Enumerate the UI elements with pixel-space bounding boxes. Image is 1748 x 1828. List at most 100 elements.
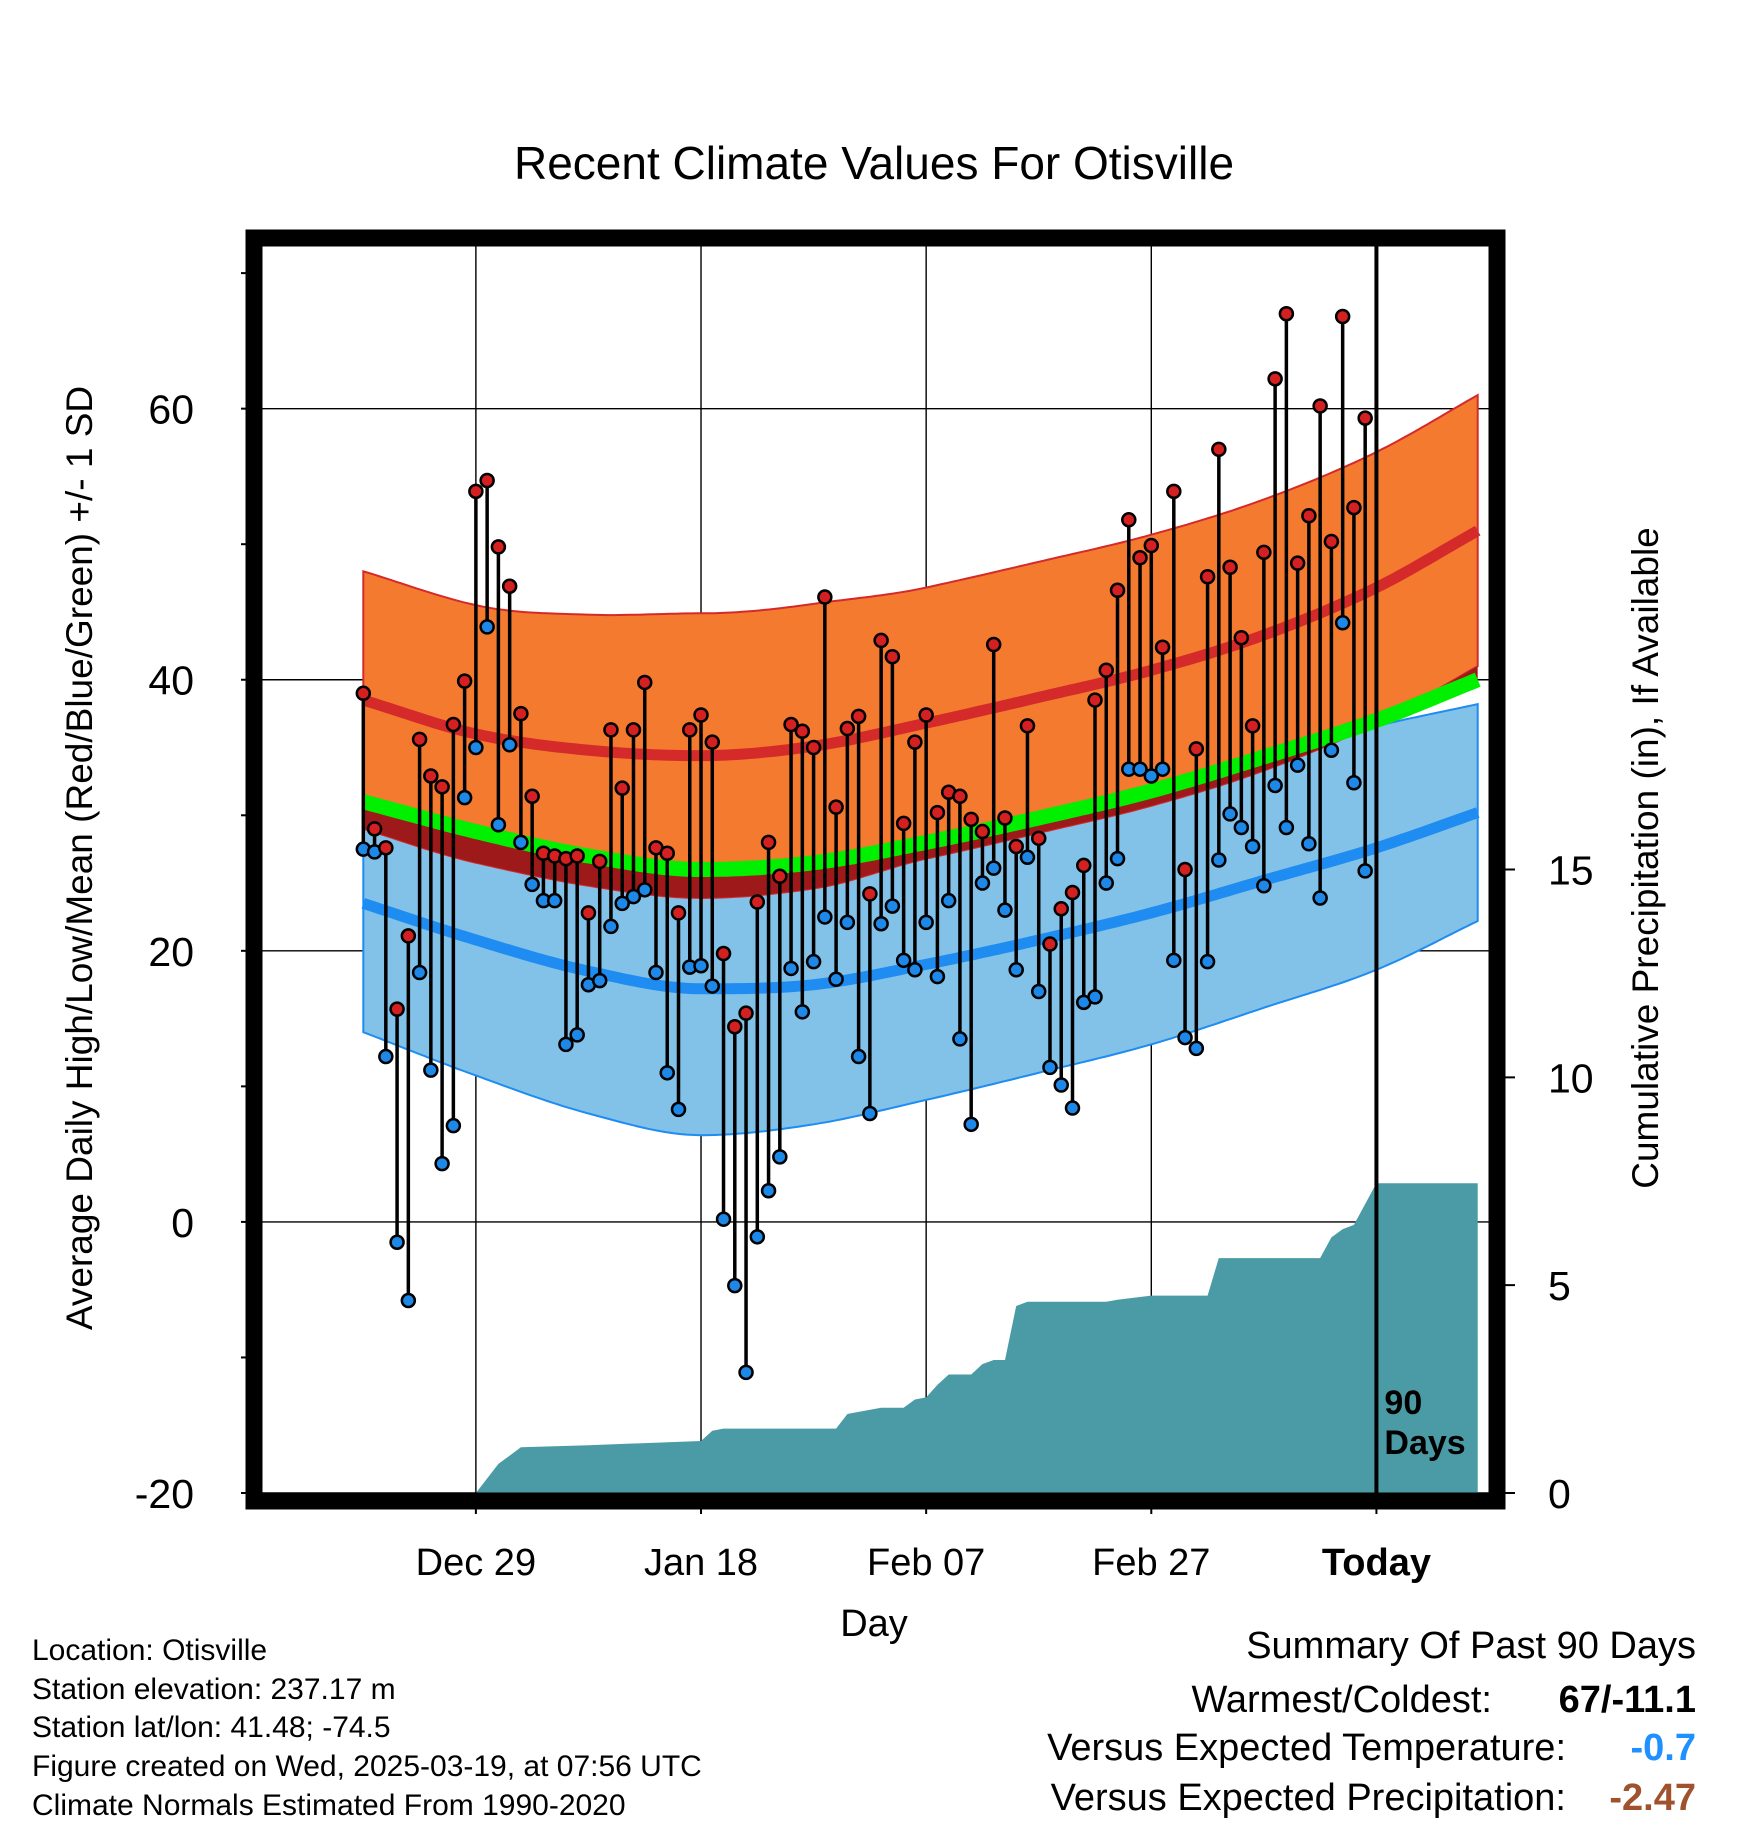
daily-high-point xyxy=(670,905,687,921)
daily-low-point xyxy=(434,1155,450,1172)
daily-high-point xyxy=(817,589,833,605)
daily-low-point xyxy=(1008,962,1024,978)
daily-low-point xyxy=(850,1048,867,1065)
daily-low-point xyxy=(862,1105,878,1122)
daily-high-point xyxy=(997,810,1013,826)
daily-low-point xyxy=(479,619,495,635)
daily-low-point xyxy=(952,1031,968,1047)
daily-low-point xyxy=(1064,1100,1081,1116)
daily-low-point xyxy=(828,971,844,988)
daily-high-point xyxy=(907,734,923,750)
daily-low-point xyxy=(558,1036,574,1053)
daily-low-point xyxy=(659,1065,675,1081)
daily-low-point xyxy=(603,918,619,935)
daily-low-point xyxy=(738,1364,754,1381)
daily-high-point xyxy=(569,848,585,864)
daily-high-point xyxy=(918,707,934,723)
daily-low-point xyxy=(1233,819,1250,836)
y2-axis-label: Cumulative Precipitation (in), If Availa… xyxy=(1625,527,1666,1189)
daily-high-point xyxy=(1166,483,1182,500)
daily-high-point xyxy=(625,722,642,738)
elevation-text: Station elevation: 237.17 m xyxy=(32,1673,396,1706)
daily-low-point xyxy=(1278,819,1295,836)
daily-low-point xyxy=(378,1048,394,1065)
daily-low-point xyxy=(1346,775,1362,791)
daily-low-point xyxy=(997,902,1013,918)
daily-low-point xyxy=(456,789,473,806)
daily-low-point xyxy=(614,895,630,912)
summary-heading: Summary Of Past 90 Days xyxy=(1246,1625,1696,1667)
daily-low-point xyxy=(400,1292,417,1309)
today-days-number: 90 xyxy=(1384,1384,1422,1422)
daily-high-point xyxy=(783,716,799,733)
daily-low-point xyxy=(1132,761,1148,777)
warmest-coldest-label: Warmest/Coldest: xyxy=(1191,1679,1492,1721)
mean-overlap-band xyxy=(363,666,1478,898)
daily-high-point xyxy=(1233,629,1250,646)
daily-high-point xyxy=(524,788,540,805)
daily-low-point xyxy=(513,834,529,851)
daily-low-point xyxy=(569,1027,585,1043)
daily-high-point xyxy=(704,734,721,750)
daily-high-point xyxy=(1334,308,1351,325)
x-axis-label: Day xyxy=(840,1603,908,1645)
daily-low-point xyxy=(839,914,856,931)
daily-low-point xyxy=(749,1229,766,1245)
precip-area xyxy=(363,1183,1478,1493)
daily-high-point xyxy=(1132,550,1148,566)
y-tick-label: 60 xyxy=(148,387,194,433)
daily-high-point xyxy=(1301,507,1317,524)
daily-low-point xyxy=(1199,953,1216,970)
daily-high-point xyxy=(1211,441,1227,458)
daily-low-point xyxy=(907,962,923,978)
daily-high-point xyxy=(963,811,979,828)
x-tick-label: Feb 07 xyxy=(867,1542,985,1584)
daily-high-point xyxy=(1323,533,1340,550)
daily-high-point xyxy=(1357,410,1373,426)
created-text: Figure created on Wed, 2025-03-19, at 07… xyxy=(32,1750,702,1783)
daily-low-point xyxy=(1267,777,1283,794)
y-tick-label: 40 xyxy=(148,658,194,704)
daily-high-point xyxy=(456,673,473,689)
daily-high-point xyxy=(355,685,372,702)
daily-high-point xyxy=(1008,838,1024,855)
y2-tick-label: 15 xyxy=(1548,848,1594,894)
daily-high-point xyxy=(873,632,889,649)
daily-high-point xyxy=(1256,544,1272,561)
daily-low-point xyxy=(704,978,721,994)
daily-low-point xyxy=(715,1211,732,1227)
daily-high-point xyxy=(614,780,630,796)
daily-low-point xyxy=(1019,849,1036,866)
daily-high-point xyxy=(479,472,495,489)
daily-low-point xyxy=(648,964,664,981)
daily-high-point xyxy=(828,799,844,815)
daily-high-point xyxy=(974,823,991,840)
x-tick-label: Jan 18 xyxy=(644,1542,758,1584)
daily-high-point xyxy=(895,815,912,832)
daily-low-point xyxy=(1357,863,1373,879)
daily-high-point xyxy=(749,894,766,910)
daily-low-point xyxy=(1143,768,1160,784)
daily-low-point xyxy=(783,960,799,977)
daily-high-point xyxy=(1064,884,1081,901)
daily-high-point xyxy=(490,539,507,555)
daily-high-point xyxy=(1087,692,1103,708)
temp-departure-label: Versus Expected Temperature: xyxy=(1047,1727,1566,1769)
normals-note-text: Climate Normals Estimated From 1990-2020 xyxy=(32,1789,626,1822)
daily-low-point xyxy=(929,968,946,985)
latlon-text: Station lat/lon: 41.48; -74.5 xyxy=(32,1711,391,1744)
daily-low-point xyxy=(693,957,709,974)
daily-high-point xyxy=(1109,582,1126,599)
daily-high-point xyxy=(682,722,698,738)
summary-panel: Summary Of Past 90 Days Warmest/Coldest:… xyxy=(1047,1625,1696,1819)
daily-low-point xyxy=(636,882,653,898)
daily-low-point xyxy=(389,1234,405,1250)
daily-low-point xyxy=(895,952,912,969)
daily-high-point xyxy=(1019,718,1036,734)
daily-high-point xyxy=(1143,537,1160,554)
plot-inner xyxy=(262,246,1489,1493)
daily-high-point xyxy=(1267,371,1283,387)
location-text: Location: Otisville xyxy=(32,1634,267,1667)
